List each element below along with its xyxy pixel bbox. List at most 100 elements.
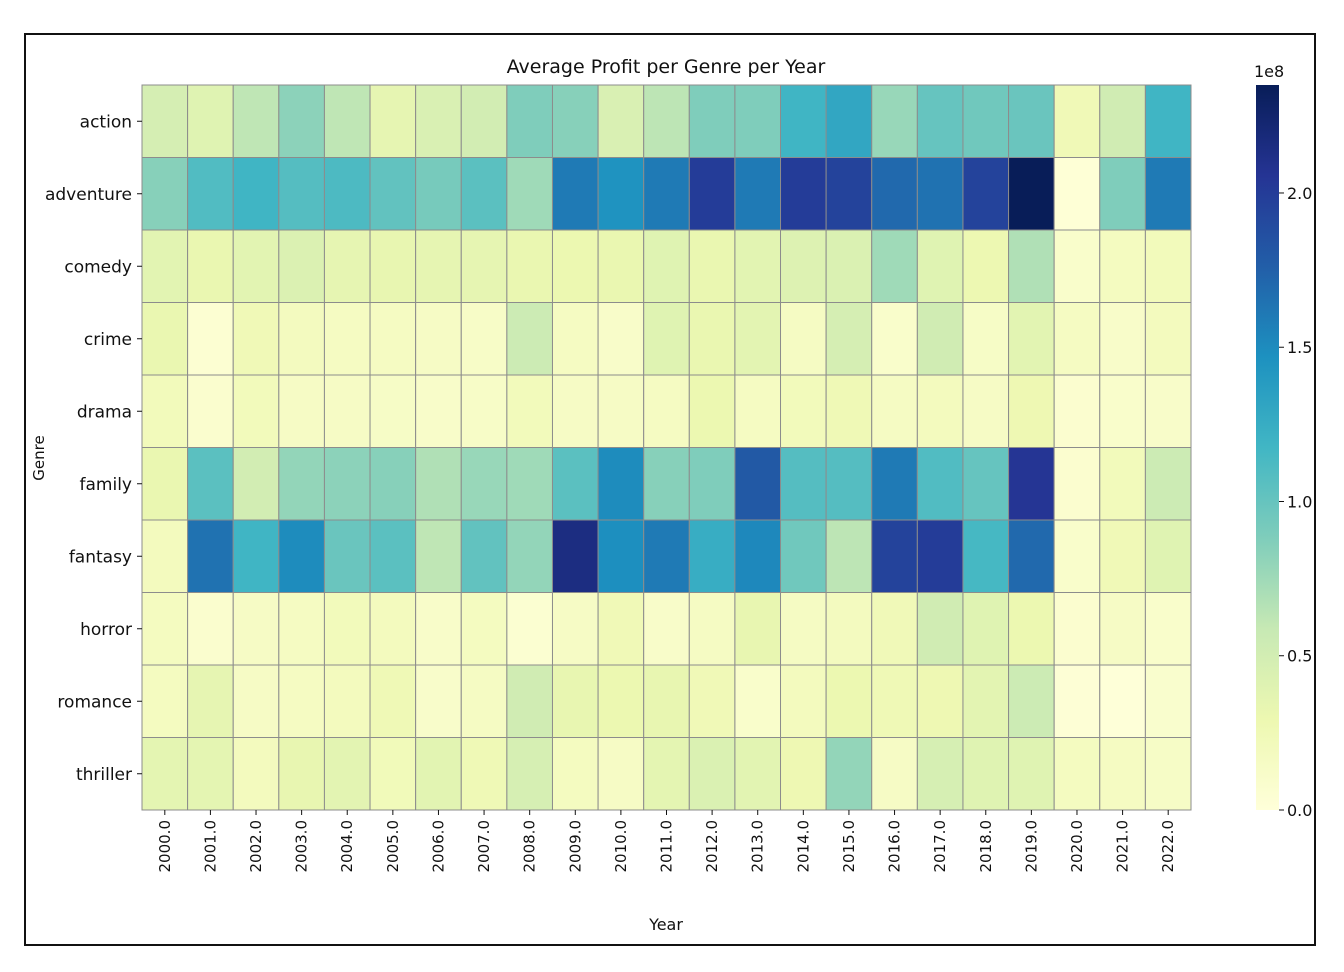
heatmap-cell	[916, 664, 964, 738]
heatmap-cell	[506, 447, 553, 521]
heatmap-cell	[1053, 447, 1101, 521]
x-tick-label: 2016.0	[886, 820, 904, 873]
heatmap-cell	[506, 229, 553, 303]
heatmap-cell	[916, 447, 964, 521]
heatmap-cell	[1144, 737, 1192, 811]
x-tick-label: 2004.0	[338, 820, 356, 873]
heatmap-cell	[597, 519, 645, 593]
heatmap-cell	[688, 519, 736, 593]
heatmap-cell	[1099, 519, 1146, 593]
heatmap-cell	[232, 157, 280, 231]
heatmap-cell	[369, 157, 417, 231]
heatmap-cell	[460, 519, 508, 593]
x-tick-label: 2021.0	[1114, 820, 1132, 873]
heatmap-cell	[871, 664, 918, 738]
heatmap-cell	[415, 519, 462, 593]
heatmap-cell	[415, 737, 462, 811]
heatmap-cell	[871, 302, 918, 376]
heatmap-cell	[916, 519, 964, 593]
heatmap-cell	[643, 302, 690, 376]
heatmap-cell	[1053, 229, 1101, 303]
heatmap-cell	[506, 737, 553, 811]
x-tick-label: 2000.0	[156, 820, 174, 873]
heatmap-cell	[871, 447, 918, 521]
heatmap-cell	[734, 374, 782, 448]
heatmap-cell	[278, 447, 325, 521]
heatmap-cell	[962, 519, 1010, 593]
heatmap-cell	[871, 157, 918, 231]
x-tick-label: 2011.0	[658, 820, 676, 873]
heatmap-cell	[323, 84, 371, 158]
heatmap-cell	[1008, 84, 1055, 158]
heatmap-cell	[232, 664, 280, 738]
heatmap-chart: Average Profit per Genre per Year action…	[30, 56, 1312, 934]
heatmap-cell	[369, 519, 417, 593]
heatmap-cell	[780, 229, 827, 303]
heatmap-cell	[643, 229, 690, 303]
heatmap-cell	[369, 374, 417, 448]
heatmap-cell	[278, 229, 325, 303]
heatmap-cell	[643, 519, 690, 593]
heatmap-cell	[278, 84, 325, 158]
heatmap-cell	[323, 592, 371, 666]
heatmap-cell	[916, 737, 964, 811]
x-tick-label: 2012.0	[703, 820, 721, 873]
heatmap-cell	[415, 84, 462, 158]
heatmap-cell	[232, 737, 280, 811]
y-tick-label: crime	[84, 330, 132, 350]
heatmap-cell	[232, 592, 280, 666]
heatmap-cell	[323, 664, 371, 738]
heatmap-cell	[323, 519, 371, 593]
heatmap-cell	[962, 374, 1010, 448]
heatmap-cell	[871, 84, 918, 158]
heatmap-cell	[187, 664, 234, 738]
heatmap-cell	[551, 302, 599, 376]
heatmap-cell	[551, 592, 599, 666]
heatmap-cell	[1008, 592, 1055, 666]
y-tick-label: family	[80, 475, 132, 495]
heatmap-cell	[551, 157, 599, 231]
heatmap-cell	[232, 447, 280, 521]
y-tick-label: drama	[77, 402, 132, 422]
heatmap-cell	[916, 84, 964, 158]
heatmap-cell	[551, 664, 599, 738]
x-tick-label: 2009.0	[566, 820, 584, 873]
heatmap-cell	[597, 374, 645, 448]
heatmap-cell	[780, 302, 827, 376]
heatmap-cell	[962, 737, 1010, 811]
heatmap-cell	[916, 157, 964, 231]
y-tick-label: thriller	[76, 765, 132, 785]
heatmap-cell	[141, 737, 189, 811]
heatmap-cell	[1144, 374, 1192, 448]
heatmap-cell	[278, 519, 325, 593]
heatmap-cell	[825, 374, 873, 448]
heatmap-cell	[187, 302, 234, 376]
heatmap-cell	[1099, 737, 1146, 811]
heatmap-cell	[323, 229, 371, 303]
heatmap-cell	[1099, 229, 1146, 303]
heatmap-cell	[460, 229, 508, 303]
heatmap-cell	[1099, 157, 1146, 231]
colorbar: 0.0 0.5 1.0 1.5 2.0 1e8	[1254, 62, 1312, 820]
heatmap-cell	[688, 229, 736, 303]
heatmap-cell	[1008, 229, 1055, 303]
heatmap-cell	[1144, 229, 1192, 303]
heatmap-cell	[232, 84, 280, 158]
heatmap-cell	[323, 737, 371, 811]
heatmap-cell	[141, 374, 189, 448]
heatmap-cell	[506, 302, 553, 376]
heatmap-cell	[734, 737, 782, 811]
heatmap-cell	[187, 229, 234, 303]
x-axis: 2000.0 2001.0 2002.0 2003.0 2004.0 2005.0 2006…	[156, 810, 1177, 873]
heatmap-cell	[369, 592, 417, 666]
heatmap-cell	[962, 302, 1010, 376]
heatmap-cell	[688, 737, 736, 811]
heatmap-cell	[551, 447, 599, 521]
x-tick-label: 2017.0	[931, 820, 949, 873]
heatmap-cell	[643, 592, 690, 666]
colorbar-tick-label: 1.0	[1287, 492, 1312, 511]
y-tick-label: romance	[57, 692, 132, 712]
heatmap-cell	[187, 374, 234, 448]
x-tick-label: 2022.0	[1159, 820, 1177, 873]
x-tick-label: 2013.0	[749, 820, 767, 873]
